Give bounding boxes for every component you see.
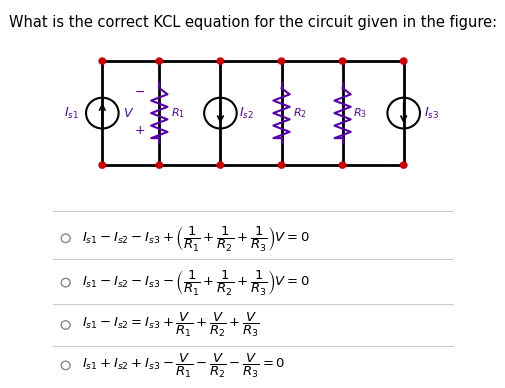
- Text: $I_{s3}$: $I_{s3}$: [423, 106, 438, 121]
- Text: $-$: $-$: [134, 85, 145, 99]
- Text: $I_{s1}$: $I_{s1}$: [64, 106, 79, 121]
- Circle shape: [278, 162, 284, 168]
- Text: $I_{s2}$: $I_{s2}$: [238, 106, 253, 121]
- Circle shape: [217, 58, 223, 64]
- Circle shape: [339, 162, 345, 168]
- Circle shape: [99, 58, 106, 64]
- Text: $+$: $+$: [134, 124, 145, 137]
- Text: $V$: $V$: [123, 107, 134, 120]
- Text: What is the correct KCL equation for the circuit given in the figure:: What is the correct KCL equation for the…: [9, 15, 496, 30]
- Circle shape: [278, 58, 284, 64]
- Circle shape: [99, 162, 106, 168]
- Circle shape: [399, 58, 406, 64]
- Circle shape: [339, 58, 345, 64]
- Text: $R_3$: $R_3$: [352, 106, 366, 120]
- Circle shape: [217, 162, 223, 168]
- Circle shape: [156, 58, 162, 64]
- Circle shape: [399, 162, 406, 168]
- Circle shape: [156, 162, 162, 168]
- Text: $I_{s1} - I_{s2} = I_{s3} + \dfrac{V}{R_1} + \dfrac{V}{R_2} + \dfrac{V}{R_3}$: $I_{s1} - I_{s2} = I_{s3} + \dfrac{V}{R_…: [82, 311, 260, 339]
- Text: $R_1$: $R_1$: [170, 106, 184, 120]
- Text: $I_{s1} - I_{s2} - I_{s3} - \left(\dfrac{1}{R_1} + \dfrac{1}{R_2} + \dfrac{1}{R_: $I_{s1} - I_{s2} - I_{s3} - \left(\dfrac…: [82, 268, 309, 297]
- Text: $R_2$: $R_2$: [292, 106, 306, 120]
- Text: $I_{s1} + I_{s2} + I_{s3} - \dfrac{V}{R_1} - \dfrac{V}{R_2} - \dfrac{V}{R_3} = 0: $I_{s1} + I_{s2} + I_{s3} - \dfrac{V}{R_…: [82, 351, 285, 379]
- Text: $I_{s1} - I_{s2} - I_{s3} + \left(\dfrac{1}{R_1} + \dfrac{1}{R_2} + \dfrac{1}{R_: $I_{s1} - I_{s2} - I_{s3} + \left(\dfrac…: [82, 224, 309, 253]
